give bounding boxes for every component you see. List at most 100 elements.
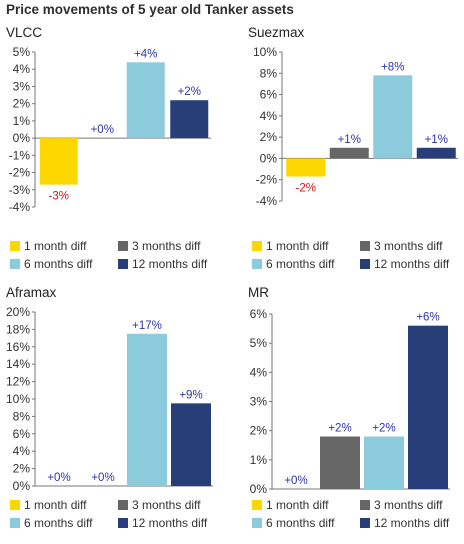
chart-vlcc: VLCC 5% 4% 3% 2% 1% 0% -1% -2% -3% -4% -3% +0% +4% +2%… xyxy=(6,25,211,271)
bar-6-months-diff xyxy=(373,75,413,159)
y-tick-label: 6% xyxy=(260,88,278,102)
bar-6-months-diff xyxy=(364,436,404,489)
chart-title: Aframax xyxy=(6,285,57,300)
y-tick-label: 10% xyxy=(253,45,277,59)
legend-label: 1 month diff xyxy=(24,239,87,253)
legend-label: 6 months diff xyxy=(24,516,93,530)
y-tick-label: 8% xyxy=(260,66,278,80)
legend-swatch-1-month-diff xyxy=(252,241,262,251)
legend-swatch-6-months-diff xyxy=(252,518,262,528)
y-tick-label: 3% xyxy=(13,79,31,93)
y-tick-label: 10% xyxy=(6,392,30,406)
chart-title: Suezmax xyxy=(248,25,305,40)
y-tick-label: 0% xyxy=(260,151,278,165)
data-label: +0% xyxy=(47,472,70,484)
y-tick-label: 20% xyxy=(6,305,30,319)
data-label: +1% xyxy=(338,134,361,146)
bar-6-months-diff xyxy=(126,62,165,139)
y-tick-label: 16% xyxy=(6,340,30,354)
y-tick-label: 4% xyxy=(13,62,31,76)
y-tick-label: -3% xyxy=(9,183,31,197)
data-label: +9% xyxy=(179,389,202,401)
y-tick-label: 4% xyxy=(250,365,268,379)
legend-label: 6 months diff xyxy=(266,516,335,530)
legend-label: 3 months diff xyxy=(374,498,443,512)
data-label: -3% xyxy=(49,191,69,203)
legend-label: 12 months diff xyxy=(132,516,208,530)
data-label: +17% xyxy=(132,320,162,332)
y-tick-label: -1% xyxy=(9,148,31,162)
y-tick-label: 4% xyxy=(260,109,278,123)
bar-12-months-diff xyxy=(416,147,456,159)
y-tick-label: 12% xyxy=(6,375,30,389)
legend-swatch-1-month-diff xyxy=(252,500,262,510)
legend-swatch-12-months-diff xyxy=(360,518,370,528)
legend-swatch-12-months-diff xyxy=(360,259,370,269)
y-tick-label: 14% xyxy=(6,357,30,371)
legend-label: 6 months diff xyxy=(266,257,335,271)
data-label: +2% xyxy=(328,423,351,435)
bar-12-months-diff xyxy=(408,325,448,489)
y-tick-label: 2% xyxy=(13,462,31,476)
legend-swatch-3-months-diff xyxy=(118,241,128,251)
legend-swatch-3-months-diff xyxy=(118,500,128,510)
data-label: +8% xyxy=(381,61,404,73)
bar-3-months-diff xyxy=(320,436,360,489)
legend-label: 6 months diff xyxy=(24,257,93,271)
chart-title: MR xyxy=(248,285,269,300)
legend-label: 3 months diff xyxy=(132,498,201,512)
y-tick-label: 0% xyxy=(250,482,268,496)
y-tick-label: -2% xyxy=(9,166,31,180)
y-tick-label: 4% xyxy=(13,444,31,458)
y-tick-label: 6% xyxy=(13,427,31,441)
chart-title: VLCC xyxy=(6,25,42,40)
y-tick-label: 8% xyxy=(13,409,31,423)
data-label: +1% xyxy=(425,134,448,146)
data-label: -2% xyxy=(296,183,316,195)
y-tick-label: 5% xyxy=(13,45,31,59)
y-tick-label: 2% xyxy=(260,130,278,144)
legend-label: 3 months diff xyxy=(374,239,443,253)
legend-swatch-6-months-diff xyxy=(10,259,20,269)
data-label: +0% xyxy=(91,124,114,136)
legend-label: 1 month diff xyxy=(266,239,329,253)
bar-3-months-diff xyxy=(329,147,369,159)
data-label: +2% xyxy=(372,423,395,435)
chart-suezmax: Suezmax 10% 8% 6% 4% 2% 0% -2% -4% -2% +1% +8% +1% 1 … xyxy=(248,25,458,271)
legend-swatch-12-months-diff xyxy=(118,518,128,528)
bar-12-months-diff xyxy=(170,100,209,139)
y-tick-label: 6% xyxy=(250,307,268,321)
legend-swatch-6-months-diff xyxy=(252,259,262,269)
y-tick-label: 2% xyxy=(250,424,268,438)
bar-1-month-diff xyxy=(39,138,78,185)
y-tick-label: 1% xyxy=(250,453,268,467)
bar-6-months-diff xyxy=(127,333,167,486)
legend-label: 1 month diff xyxy=(24,498,87,512)
legend-swatch-12-months-diff xyxy=(118,259,128,269)
y-tick-label: -4% xyxy=(256,194,278,208)
data-label: +6% xyxy=(416,312,439,324)
y-tick-label: 2% xyxy=(13,97,31,111)
y-tick-label: 3% xyxy=(250,395,268,409)
chart-mr: MR 6% 5% 4% 3% 2% 1% 0% +0% +2% +2% +6% 1 month diff… xyxy=(248,285,450,530)
y-tick-label: 5% xyxy=(250,336,268,350)
legend-label: 12 months diff xyxy=(374,257,450,271)
legend-label: 12 months diff xyxy=(374,516,450,530)
legend-label: 12 months diff xyxy=(132,257,208,271)
legend-label: 3 months diff xyxy=(132,239,201,253)
bar-1-month-diff xyxy=(286,158,326,177)
data-label: +0% xyxy=(91,472,114,484)
bar-12-months-diff xyxy=(171,403,211,486)
page-title: Price movements of 5 year old Tanker ass… xyxy=(6,2,294,17)
data-label: +2% xyxy=(178,86,201,98)
legend-swatch-1-month-diff xyxy=(10,500,20,510)
y-tick-label: 0% xyxy=(13,131,31,145)
legend-swatch-6-months-diff xyxy=(10,518,20,528)
data-label: +0% xyxy=(284,475,307,487)
y-tick-label: 0% xyxy=(13,479,31,493)
data-label: +4% xyxy=(134,48,157,60)
y-tick-label: -4% xyxy=(9,200,31,214)
legend-swatch-1-month-diff xyxy=(10,241,20,251)
y-tick-label: 1% xyxy=(13,114,31,128)
